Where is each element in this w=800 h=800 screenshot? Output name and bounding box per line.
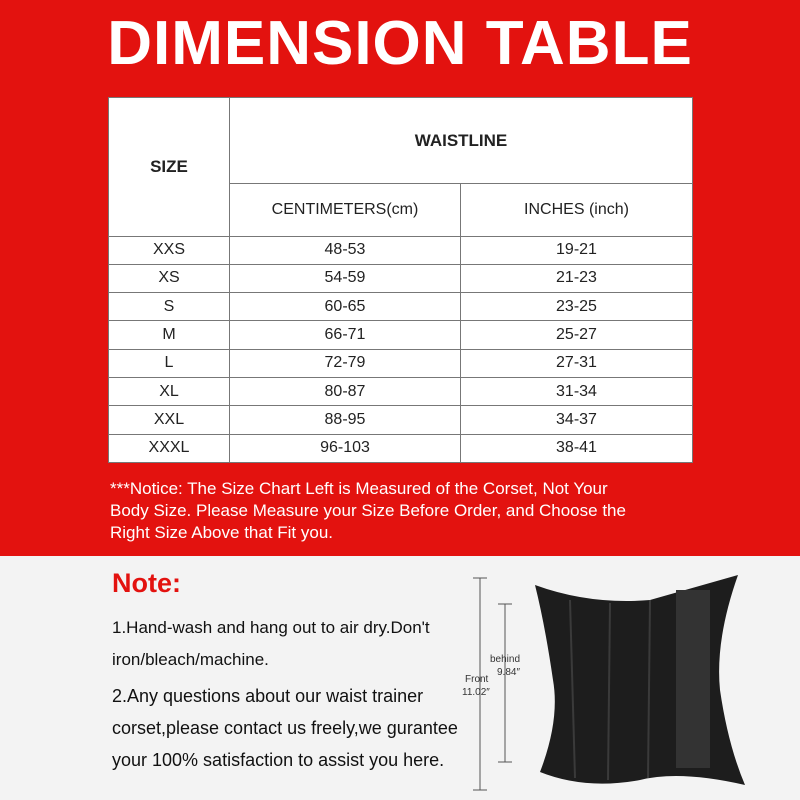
size-cell: XXS	[108, 235, 230, 265]
note-line: iron/bleach/machine.	[112, 650, 269, 669]
hook-panel	[676, 590, 710, 768]
group-header: WAISTLINE	[229, 96, 693, 185]
dimension-lines	[473, 577, 512, 791]
corset	[535, 575, 745, 785]
cell: 23-25	[460, 292, 693, 322]
note-item: 2.Any questions about our waist trainer c…	[112, 680, 458, 776]
notice-line: Body Size. Please Measure your Size Befo…	[110, 501, 626, 520]
cell: 34-37	[460, 405, 693, 435]
cell: 96-103	[229, 433, 461, 464]
size-cell: XS	[108, 263, 230, 294]
note-line: 2.Any questions about our waist trainer	[112, 686, 424, 706]
note-item: 1.Hand-wash and hang out to air dry.Don'…	[112, 612, 430, 676]
size-cell: S	[108, 292, 230, 322]
cell: 66-71	[229, 320, 461, 350]
cell: 38-41	[460, 433, 693, 464]
table-row: L 72-79 27-31	[108, 348, 693, 379]
note-line: 1.Hand-wash and hang out to air dry.Don'…	[112, 618, 430, 637]
column-header: INCHES (inch)	[460, 183, 693, 237]
table-row: M 66-71 25-27	[108, 320, 693, 350]
table-row: XL 80-87 31-34	[108, 377, 693, 407]
table-row: XXXL 96-103 38-41	[108, 433, 693, 464]
note-line: your 100% satisfaction to assist you her…	[112, 750, 445, 770]
front-label: Front	[465, 674, 489, 685]
cell: 21-23	[460, 263, 693, 294]
cell: 80-87	[229, 377, 461, 407]
cell: 54-59	[229, 263, 461, 294]
title: DIMENSION TABLE	[107, 9, 693, 78]
cell: 31-34	[460, 377, 693, 407]
front-value: 11.02″	[462, 687, 490, 698]
notice: ***Notice: The Size Chart Left is Measur…	[110, 478, 626, 544]
size-header: SIZE	[108, 97, 230, 237]
behind-label: behind	[490, 654, 520, 665]
cell: 25-27	[460, 320, 693, 350]
notice-line: Right Size Above that Fit you.	[110, 523, 334, 542]
notice-line: ***Notice: The Size Chart Left is Measur…	[110, 479, 608, 498]
behind-value: 9.84″	[497, 667, 520, 678]
dimension-table: SIZE WAISTLINE CENTIMETERS(cm) INCHES (i…	[108, 96, 693, 464]
table-row: XXL 88-95 34-37	[108, 405, 693, 435]
size-cell: XXXL	[108, 433, 230, 464]
cell: 72-79	[229, 348, 461, 379]
table-row: XXS 48-53 19-21	[108, 235, 693, 265]
corset-bones	[569, 599, 651, 781]
size-cell: XXL	[108, 405, 230, 435]
note-title: Note:	[112, 568, 181, 598]
cell: 48-53	[229, 235, 461, 265]
note-line: corset,please contact us freely,we guran…	[112, 718, 458, 738]
table-row: XS 54-59 21-23	[108, 263, 693, 294]
